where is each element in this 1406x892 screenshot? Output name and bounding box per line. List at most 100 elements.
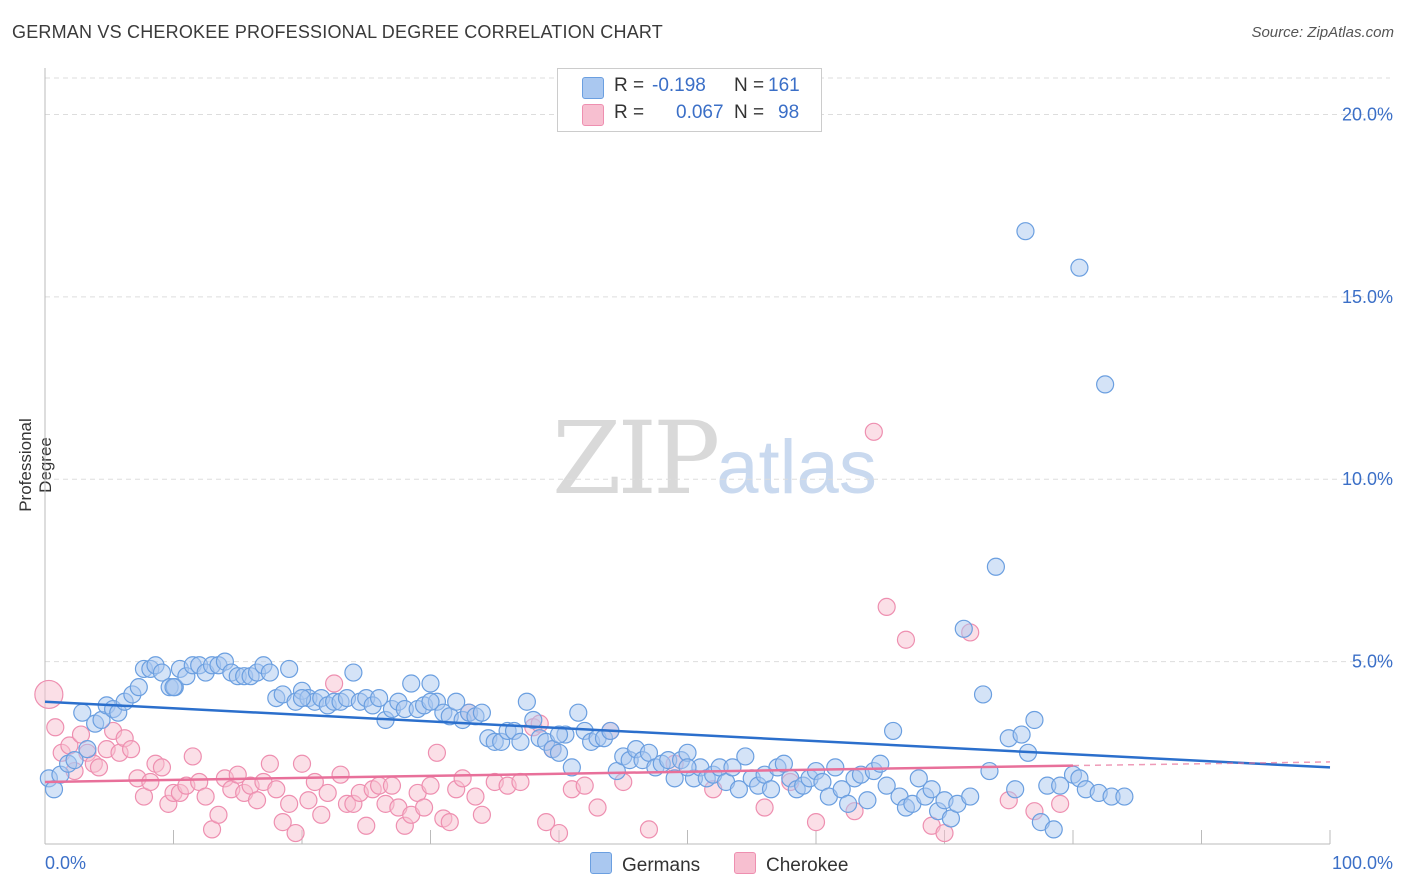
cherokee-point xyxy=(46,718,65,737)
german-point xyxy=(421,692,440,711)
german-point xyxy=(839,794,858,813)
german-point xyxy=(549,743,569,762)
germans-n-value: 161 xyxy=(768,75,800,96)
cherokee-point xyxy=(755,798,774,817)
germans-swatch xyxy=(582,77,604,99)
stats-legend: R = -0.198 N = 161 R = 0.067 N = 98 xyxy=(557,68,822,132)
cherokee-point xyxy=(121,740,141,759)
cherokee-point xyxy=(292,754,312,773)
cherokee-point xyxy=(286,823,305,843)
german-point xyxy=(1012,725,1031,744)
german-point xyxy=(1115,787,1134,806)
german-point xyxy=(292,688,312,708)
german-point xyxy=(562,758,581,777)
source-credit: Source: ZipAtlas.com xyxy=(1251,24,1394,41)
cherokee-point xyxy=(549,823,569,843)
cherokee-point xyxy=(472,805,491,824)
cherokee-point xyxy=(89,758,109,777)
cherokee-point xyxy=(318,783,337,803)
german-point xyxy=(665,769,684,788)
cherokee-point xyxy=(864,422,883,441)
cherokee-point xyxy=(260,754,279,773)
cherokee-point xyxy=(453,769,472,788)
cherokee-point xyxy=(440,813,459,832)
cherokee-point xyxy=(421,776,440,795)
german-point xyxy=(1070,258,1089,277)
cherokee-point xyxy=(247,791,267,810)
germans-r-value: -0.198 xyxy=(652,75,706,96)
german-point xyxy=(260,663,279,682)
bottom-legend-cherokee: Cherokee xyxy=(734,852,848,877)
german-point xyxy=(986,557,1006,576)
x-tick-label-end: 100.0% xyxy=(1332,853,1393,873)
cherokee-trend-line xyxy=(44,764,1074,784)
germans-r-label: R = xyxy=(614,75,645,96)
german-point xyxy=(678,758,697,777)
german-point xyxy=(370,688,389,708)
german-point xyxy=(909,769,928,788)
cherokee-point xyxy=(639,820,659,839)
german-point xyxy=(65,751,84,770)
cherokee-point xyxy=(152,758,172,777)
cherokee-point xyxy=(357,816,376,835)
german-point xyxy=(973,685,993,704)
germans-trend-line xyxy=(44,700,1331,769)
german-point xyxy=(517,692,536,711)
german-point xyxy=(472,703,491,722)
cherokee-point xyxy=(325,674,344,693)
german-point xyxy=(78,740,97,759)
cherokee-point xyxy=(196,787,215,806)
german-point xyxy=(922,780,941,799)
german-point xyxy=(152,663,172,682)
german-point xyxy=(761,780,781,799)
cherokee-point xyxy=(877,597,896,617)
cherokee-swatch xyxy=(582,104,604,126)
german-point xyxy=(1025,710,1044,730)
cherokee-point xyxy=(588,798,607,817)
y-tick-label: 15.0% xyxy=(1342,287,1393,307)
x-tick-label-start: 0.0% xyxy=(45,853,86,873)
cherokee-point xyxy=(466,787,485,806)
chart-title: GERMAN VS CHEROKEE PROFESSIONAL DEGREE C… xyxy=(12,22,663,42)
cherokee-n-value: 98 xyxy=(778,102,800,123)
german-point xyxy=(344,663,363,682)
german-point xyxy=(511,732,530,751)
cherokee-point xyxy=(427,743,447,762)
y-tick-label: 20.0% xyxy=(1342,104,1393,124)
german-point xyxy=(1006,780,1025,799)
cherokee-trend-extension xyxy=(1072,761,1331,767)
german-point xyxy=(524,710,543,730)
german-point xyxy=(549,725,569,744)
bottom-cherokee-label: Cherokee xyxy=(766,855,849,876)
cherokee-point xyxy=(382,776,402,795)
y-tick-label: 5.0% xyxy=(1352,652,1393,672)
german-point xyxy=(980,761,999,781)
german-point xyxy=(569,703,588,722)
german-point xyxy=(1016,222,1035,241)
cherokee-point xyxy=(331,765,350,784)
cherokee-point xyxy=(1051,794,1070,813)
cherokee-point xyxy=(414,798,434,817)
german-point xyxy=(961,787,980,806)
bottom-germans-label: Germans xyxy=(622,855,701,876)
cherokee-point xyxy=(209,805,228,824)
bottom-cherokee-swatch xyxy=(734,852,756,874)
cherokee-point xyxy=(34,679,64,710)
cherokee-point xyxy=(267,780,286,799)
german-point xyxy=(1096,375,1115,394)
german-point xyxy=(736,747,755,766)
german-point xyxy=(1044,820,1063,839)
german-point xyxy=(402,674,421,693)
cherokee-point xyxy=(312,805,331,824)
german-point xyxy=(164,678,183,697)
german-point xyxy=(129,678,148,697)
cherokee-point xyxy=(280,794,299,813)
cherokee-point xyxy=(896,630,916,649)
cherokee-n-label: N = xyxy=(734,102,765,123)
cherokee-point xyxy=(299,791,318,810)
cherokee-point xyxy=(806,813,826,832)
cherokee-point xyxy=(575,776,594,795)
cherokee-point xyxy=(273,813,292,832)
german-point xyxy=(447,692,466,711)
